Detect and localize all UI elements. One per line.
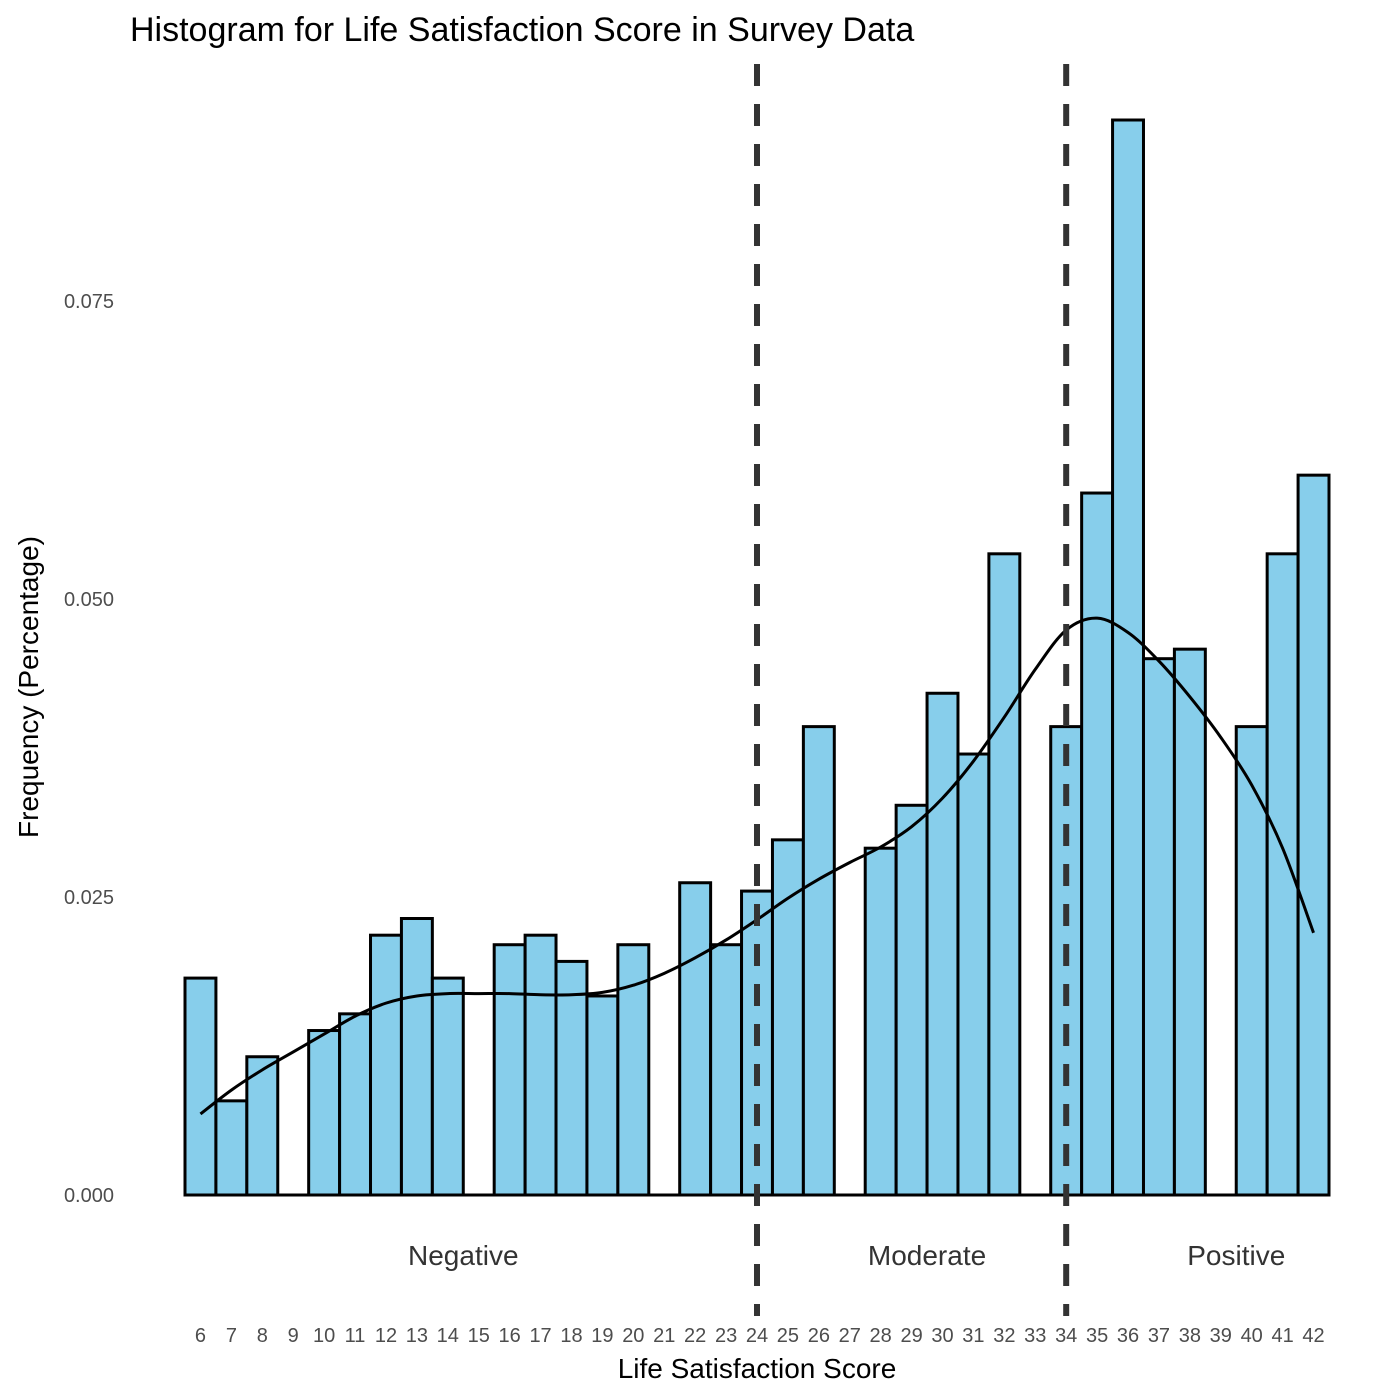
histogram-bar — [678, 881, 713, 1197]
x-tick-label: 28 — [870, 1325, 892, 1347]
y-tick-label: 0.050 — [64, 589, 114, 611]
histogram-bar — [245, 1055, 280, 1197]
histogram-bar — [1172, 647, 1207, 1197]
x-tick-label: 13 — [406, 1325, 428, 1347]
x-tick-label: 11 — [345, 1325, 366, 1347]
x-tick-label: 36 — [1117, 1325, 1139, 1347]
x-tick-label: 41 — [1271, 1325, 1293, 1347]
x-tick-label: 6 — [195, 1325, 206, 1347]
region-label: Moderate — [868, 1240, 986, 1271]
histogram-bar — [338, 1012, 373, 1197]
y-axis-title: Frequency (Percentage) — [13, 536, 44, 838]
x-tick-label: 29 — [900, 1325, 922, 1347]
y-tick-label: 0.025 — [64, 887, 114, 909]
histogram-bar — [430, 976, 465, 1197]
x-tick-label: 18 — [560, 1325, 582, 1347]
histogram-bar — [1296, 473, 1331, 1197]
x-axis-title: Life Satisfaction Score — [618, 1353, 897, 1384]
histogram-bar — [307, 1029, 342, 1197]
region-label: Positive — [1187, 1240, 1285, 1271]
x-tick-label: 37 — [1148, 1325, 1170, 1347]
x-tick-label: 19 — [591, 1325, 613, 1347]
x-tick-label: 8 — [257, 1325, 268, 1347]
x-tick-label: 10 — [313, 1325, 335, 1347]
histogram-bar — [1080, 491, 1115, 1197]
x-tick-label: 30 — [931, 1325, 953, 1347]
histogram-bar — [956, 752, 991, 1197]
x-tick-label: 38 — [1179, 1325, 1201, 1347]
x-tick-label: 27 — [839, 1325, 861, 1347]
histogram-bar — [709, 943, 744, 1197]
y-tick-label: 0.075 — [64, 291, 114, 313]
histogram-bar — [399, 917, 434, 1197]
x-tick-label: 31 — [962, 1325, 984, 1347]
region-labels: Negative Moderate Positive — [408, 1240, 1285, 1271]
histogram-bar — [770, 838, 805, 1197]
x-tick-label: 16 — [499, 1325, 521, 1347]
histogram-bar — [1234, 725, 1269, 1197]
histogram-bar — [214, 1099, 249, 1197]
y-tick-label: 0.000 — [64, 1185, 114, 1207]
x-tick-label: 22 — [684, 1325, 706, 1347]
x-axis-ticks: 6 7 8 9 10 11 12 13 14 15 16 17 18 19 20 21 22 23 24 25 26 27… — [195, 1325, 1325, 1347]
x-tick-label: 23 — [715, 1325, 737, 1347]
x-tick-label: 20 — [622, 1325, 644, 1347]
x-tick-label: 26 — [808, 1325, 830, 1347]
x-tick-label: 14 — [437, 1325, 459, 1347]
x-tick-label: 17 — [529, 1325, 551, 1347]
x-tick-label: 35 — [1086, 1325, 1108, 1347]
x-tick-label: 21 — [653, 1325, 675, 1347]
y-axis-ticks: 0.000 0.025 0.050 0.075 — [64, 291, 114, 1207]
histogram-bar — [183, 976, 218, 1197]
histogram-bar — [863, 846, 898, 1197]
x-tick-label: 42 — [1302, 1325, 1324, 1347]
x-tick-label: 39 — [1210, 1325, 1232, 1347]
histogram-bar — [801, 725, 836, 1197]
histogram-bars — [183, 118, 1331, 1197]
x-tick-label: 32 — [993, 1325, 1015, 1347]
histogram-bar — [523, 933, 558, 1197]
histogram-bar — [1111, 118, 1145, 1197]
x-tick-label: 12 — [375, 1325, 397, 1347]
x-tick-label: 9 — [288, 1325, 299, 1347]
histogram-bar — [925, 691, 960, 1197]
histogram-bar — [369, 933, 403, 1197]
x-tick-label: 24 — [746, 1325, 768, 1347]
chart-title: Histogram for Life Satisfaction Score in… — [130, 11, 914, 49]
x-tick-label: 7 — [226, 1325, 237, 1347]
histogram-bar — [554, 959, 589, 1197]
x-tick-label: 40 — [1241, 1325, 1263, 1347]
x-tick-label: 34 — [1055, 1325, 1077, 1347]
region-label: Negative — [408, 1240, 519, 1271]
histogram-bar — [616, 943, 651, 1197]
cutoff-lines — [754, 64, 1070, 1316]
histogram-bar — [492, 943, 527, 1197]
histogram-bar — [987, 552, 1022, 1197]
histogram-bar — [585, 994, 620, 1197]
x-tick-label: 33 — [1024, 1325, 1046, 1347]
histogram-bar — [1141, 657, 1176, 1197]
x-tick-label: 25 — [777, 1325, 799, 1347]
x-tick-label: 15 — [468, 1325, 490, 1347]
histogram-bar — [894, 803, 929, 1197]
